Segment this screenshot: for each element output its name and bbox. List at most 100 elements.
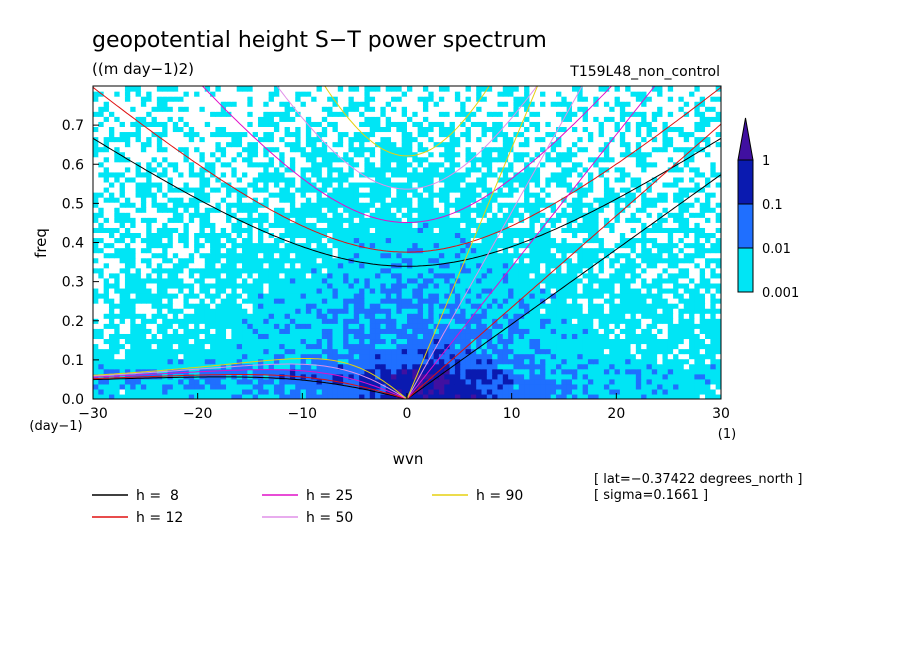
heatmap-cell [497, 202, 504, 208]
heatmap-cell [518, 308, 525, 314]
heatmap-cell [183, 262, 190, 269]
heatmap-cell [540, 383, 546, 390]
heatmap-cell [534, 237, 541, 244]
heatmap-cell [162, 237, 169, 244]
heatmap-cell [603, 383, 610, 390]
heatmap-cell [231, 343, 238, 350]
heatmap-cell [561, 388, 568, 395]
heatmap-cell [188, 313, 195, 319]
heatmap-cell [257, 192, 264, 198]
heatmap-cell [156, 277, 163, 284]
heatmap-cell [566, 333, 573, 340]
heatmap-cell [348, 192, 355, 198]
heatmap-cell [630, 388, 637, 395]
heatmap-cell [540, 257, 546, 264]
heatmap-cell [220, 368, 227, 375]
heatmap-cell [151, 232, 158, 239]
heatmap-cell [263, 192, 270, 198]
heatmap-cell [598, 252, 605, 259]
heatmap-cell [422, 303, 429, 309]
heatmap-cell [582, 292, 589, 299]
heatmap-cell [481, 338, 488, 345]
heatmap-cell [279, 186, 286, 193]
heatmap-cell [593, 292, 600, 299]
heatmap-cell [561, 186, 568, 193]
heatmap-cell [380, 328, 387, 334]
heatmap-cell [252, 227, 259, 233]
heatmap-cell [508, 348, 515, 355]
heatmap-cell [215, 186, 222, 193]
heatmap-cell [540, 313, 546, 319]
heatmap-cell [529, 222, 536, 228]
heatmap-cell [438, 338, 445, 345]
heatmap-cell [156, 247, 163, 254]
heatmap-cell [470, 202, 477, 208]
heatmap-cell [694, 207, 701, 213]
heatmap-cell [683, 343, 690, 350]
heatmap-cell [438, 217, 445, 223]
heatmap-cell [380, 252, 387, 259]
heatmap-cell [625, 247, 632, 254]
heatmap-cell [422, 192, 429, 198]
heatmap-cell [220, 393, 227, 399]
heatmap-cell [210, 338, 216, 345]
heatmap-cell [204, 333, 211, 340]
heatmap-cell [353, 378, 360, 385]
heatmap-cell [268, 272, 275, 279]
heatmap-cell [508, 368, 515, 375]
heatmap-cell [119, 212, 126, 218]
heatmap-cell [673, 353, 680, 360]
heatmap-cell [337, 267, 344, 274]
heatmap-cell [359, 328, 366, 334]
heatmap-cell [114, 257, 121, 264]
heatmap-cell [199, 192, 206, 198]
heatmap-cell [625, 252, 632, 259]
heatmap-cell [524, 237, 530, 244]
heatmap-cell [311, 262, 318, 269]
heatmap-cell [380, 237, 387, 244]
heatmap-cell [93, 378, 99, 385]
heatmap-cell [273, 338, 280, 345]
heatmap-cell [492, 202, 499, 208]
heatmap-cell [204, 287, 211, 294]
heatmap-cell [257, 328, 264, 334]
heatmap-cell [124, 277, 131, 284]
heatmap-cell [428, 207, 435, 213]
heatmap-cell [678, 267, 685, 274]
heatmap-cell [204, 338, 211, 345]
heatmap-cell [135, 383, 142, 390]
heatmap-cell [524, 363, 530, 370]
heatmap-cell [598, 186, 605, 193]
heatmap-cell [593, 298, 600, 304]
heatmap-cell [295, 212, 302, 218]
heatmap-cell [268, 298, 275, 304]
heatmap-cell [348, 393, 355, 399]
heatmap-cell [540, 298, 546, 304]
heatmap-cell [156, 313, 163, 319]
heatmap-cell [587, 257, 594, 264]
heatmap-cell [673, 212, 680, 218]
heatmap-cell [321, 348, 328, 355]
heatmap-cell [657, 272, 664, 279]
heatmap-cell [321, 186, 328, 193]
heatmap-cell [465, 272, 472, 279]
heatmap-cell [699, 358, 706, 365]
heatmap-cell [359, 282, 366, 289]
heatmap-cell [657, 202, 664, 208]
heatmap-cell [135, 272, 142, 279]
heatmap-cell [385, 323, 392, 329]
heatmap-cell [444, 378, 451, 385]
heatmap-cell [273, 333, 280, 340]
heatmap-cell [321, 272, 328, 279]
heatmap-cell [167, 383, 174, 390]
heatmap-cell [454, 212, 461, 218]
heatmap-cell [140, 298, 147, 304]
heatmap-cell [630, 202, 637, 208]
heatmap-cell [401, 252, 408, 259]
heatmap-cell [215, 333, 222, 340]
heatmap-cell [93, 383, 99, 390]
heatmap-cell [630, 328, 637, 334]
heatmap-cell [625, 388, 632, 395]
heatmap-cell [524, 282, 530, 289]
heatmap-cell [524, 192, 530, 198]
